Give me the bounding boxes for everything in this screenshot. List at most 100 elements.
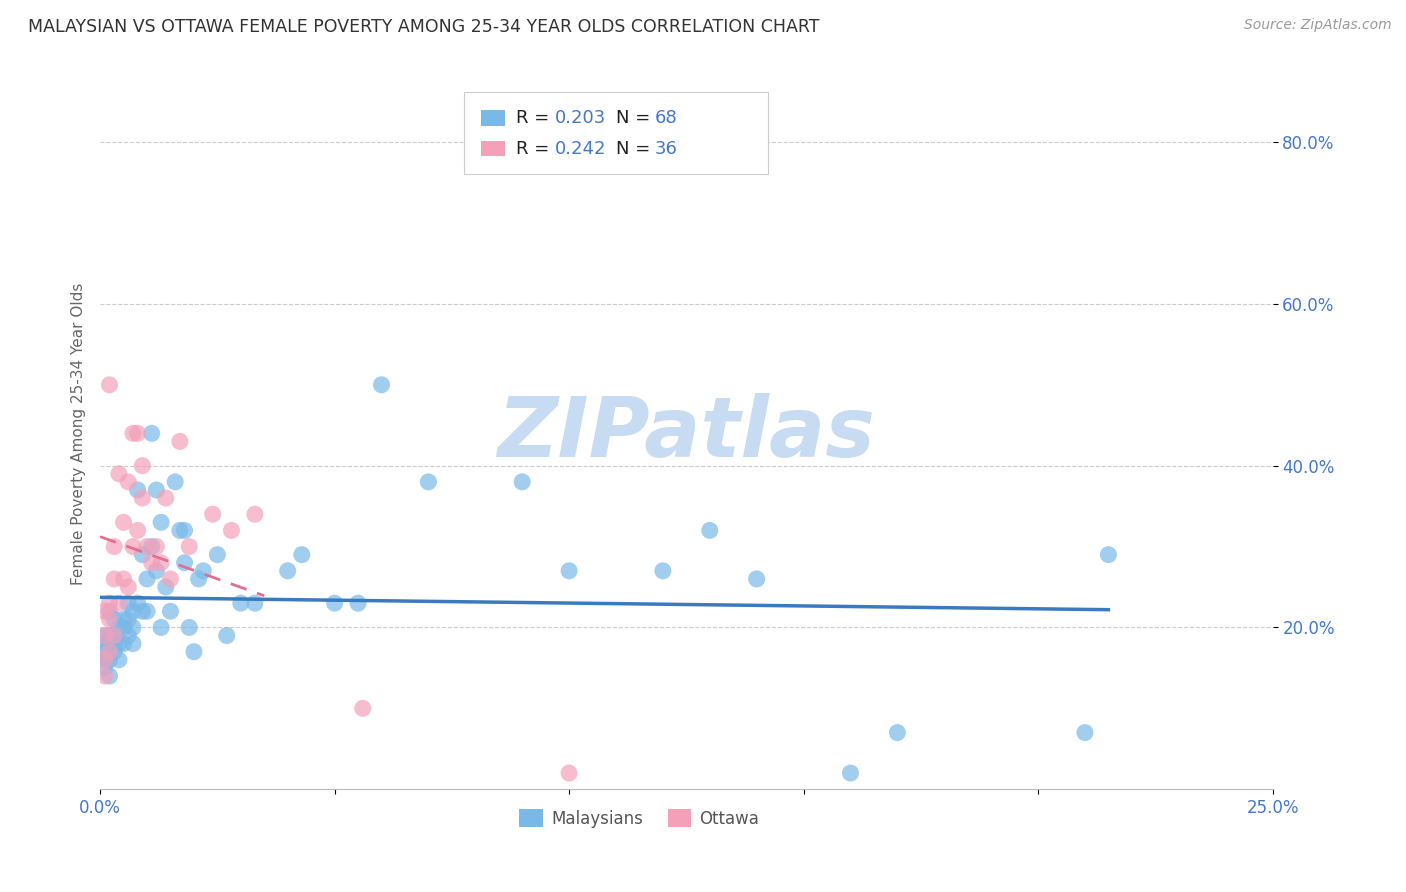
Text: 68: 68: [655, 109, 678, 127]
Point: [418, 475, 440, 489]
Point: [127, 524, 149, 538]
Point: [94, 669, 117, 683]
Text: ZIPatlas: ZIPatlas: [498, 392, 876, 474]
Point: [94, 628, 117, 642]
Point: [159, 572, 181, 586]
Point: [94, 653, 117, 667]
Point: [94, 628, 117, 642]
FancyBboxPatch shape: [481, 141, 505, 156]
Point: [187, 572, 209, 586]
Point: [117, 612, 139, 626]
Point: [98, 645, 121, 659]
Point: [159, 604, 181, 618]
Point: [839, 766, 862, 780]
Point: [558, 766, 581, 780]
Point: [103, 612, 125, 626]
Point: [136, 540, 159, 554]
Point: [145, 540, 167, 554]
FancyBboxPatch shape: [481, 111, 505, 126]
Point: [141, 540, 163, 554]
Point: [112, 612, 135, 626]
Point: [127, 426, 149, 441]
Point: [179, 620, 201, 634]
Point: [150, 556, 173, 570]
Point: [117, 628, 139, 642]
Point: [291, 548, 314, 562]
Point: [150, 620, 173, 634]
Point: [122, 604, 145, 618]
Point: [229, 596, 252, 610]
Text: N =: N =: [616, 109, 657, 127]
Point: [122, 637, 145, 651]
Point: [651, 564, 673, 578]
Point: [112, 572, 135, 586]
Point: [131, 458, 153, 473]
Point: [131, 604, 153, 618]
Point: [98, 628, 121, 642]
Point: [141, 426, 163, 441]
Point: [112, 620, 135, 634]
Point: [103, 645, 125, 659]
Point: [183, 645, 205, 659]
Point: [108, 637, 131, 651]
Point: [352, 701, 374, 715]
Text: MALAYSIAN VS OTTAWA FEMALE POVERTY AMONG 25-34 YEAR OLDS CORRELATION CHART: MALAYSIAN VS OTTAWA FEMALE POVERTY AMONG…: [28, 18, 820, 36]
Point: [150, 516, 173, 530]
Point: [169, 434, 191, 449]
Point: [98, 596, 121, 610]
Point: [165, 475, 187, 489]
Point: [98, 669, 121, 683]
Point: [103, 628, 125, 642]
Point: [699, 524, 721, 538]
Point: [117, 580, 139, 594]
Point: [103, 572, 125, 586]
Point: [155, 580, 177, 594]
Point: [347, 596, 370, 610]
Text: N =: N =: [616, 140, 657, 158]
Point: [131, 548, 153, 562]
Point: [131, 491, 153, 505]
Point: [173, 524, 195, 538]
Point: [108, 467, 131, 481]
Point: [145, 483, 167, 497]
Point: [112, 516, 135, 530]
Text: 0.203: 0.203: [555, 109, 606, 127]
Point: [215, 628, 238, 642]
Point: [1074, 725, 1097, 739]
Point: [122, 620, 145, 634]
Text: Source: ZipAtlas.com: Source: ZipAtlas.com: [1244, 18, 1392, 32]
Point: [103, 637, 125, 651]
Point: [207, 548, 229, 562]
Text: R =: R =: [516, 109, 555, 127]
Point: [173, 556, 195, 570]
Point: [103, 628, 125, 642]
Point: [94, 604, 117, 618]
Y-axis label: Female Poverty Among 25-34 Year Olds: Female Poverty Among 25-34 Year Olds: [72, 282, 86, 584]
Legend: Malaysians, Ottawa: Malaysians, Ottawa: [513, 803, 766, 834]
Point: [94, 653, 117, 667]
Point: [108, 620, 131, 634]
Point: [98, 645, 121, 659]
Point: [98, 604, 121, 618]
Point: [136, 572, 159, 586]
Point: [117, 596, 139, 610]
Point: [886, 725, 908, 739]
Point: [122, 540, 145, 554]
Point: [145, 564, 167, 578]
Point: [243, 507, 266, 521]
Point: [510, 475, 533, 489]
Point: [108, 653, 131, 667]
Point: [127, 483, 149, 497]
Point: [201, 507, 224, 521]
Point: [243, 596, 266, 610]
Point: [370, 377, 392, 392]
Point: [745, 572, 768, 586]
Point: [122, 426, 145, 441]
Point: [558, 564, 581, 578]
Point: [323, 596, 346, 610]
Point: [98, 653, 121, 667]
Point: [103, 540, 125, 554]
Text: 0.242: 0.242: [555, 140, 606, 158]
Text: 36: 36: [655, 140, 678, 158]
FancyBboxPatch shape: [464, 92, 769, 174]
